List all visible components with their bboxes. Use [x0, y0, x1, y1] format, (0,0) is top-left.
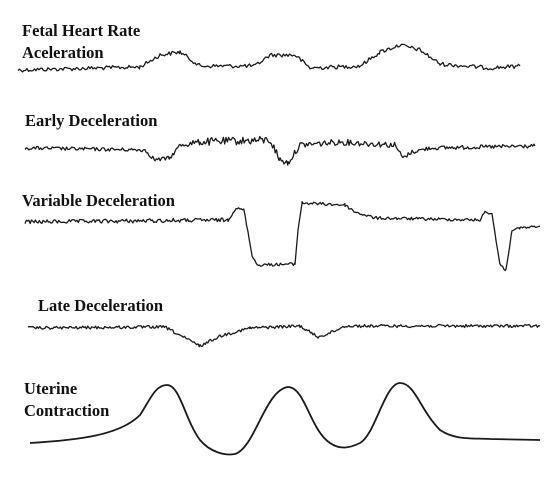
trace-label: Late Deceleration	[38, 296, 163, 315]
waveform	[24, 201, 541, 272]
waveform	[29, 382, 541, 456]
waveform	[17, 43, 521, 73]
trace-label: Variable Deceleration	[22, 191, 175, 210]
waveform	[24, 135, 536, 166]
trace-label: Uterine	[24, 379, 77, 398]
trace-label: Fetal Heart Rate	[22, 21, 140, 40]
trace-label: Contraction	[24, 401, 109, 420]
waveform	[27, 323, 541, 348]
trace-label: Early Deceleration	[25, 111, 157, 130]
trace-label: Aceleration	[22, 43, 104, 62]
